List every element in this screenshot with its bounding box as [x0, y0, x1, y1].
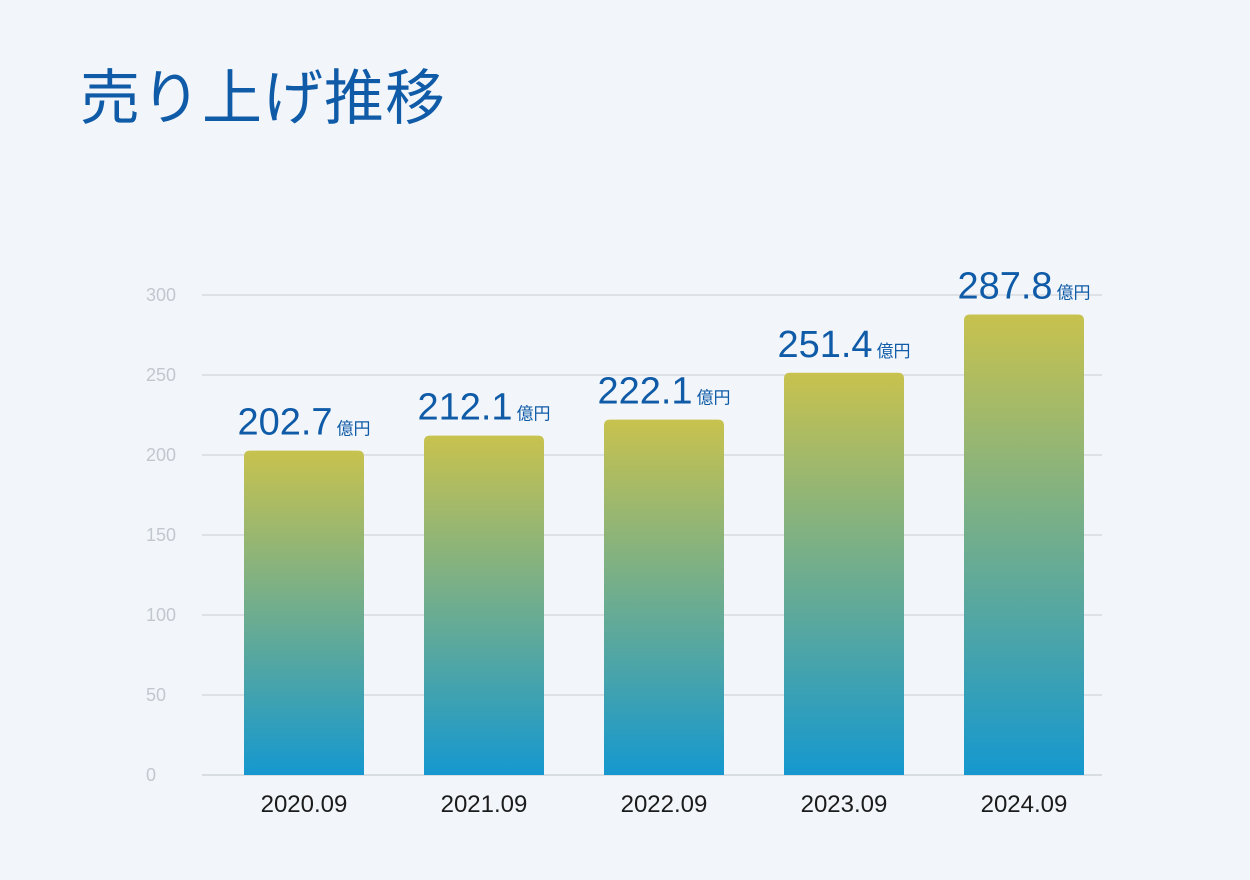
- bar-value-number: 202.7: [237, 402, 332, 444]
- bar-value-unit: 億円: [517, 405, 551, 425]
- bar-value-unit: 億円: [697, 389, 731, 409]
- x-category-label: 2024.09: [981, 791, 1068, 818]
- bar-value-number: 287.8: [957, 266, 1052, 308]
- bar-value-label: 222.1 億円: [597, 371, 730, 413]
- bar: [964, 314, 1084, 775]
- x-category-label: 2023.09: [801, 791, 888, 818]
- bar: [424, 435, 544, 775]
- bar-value-label: 287.8 億円: [957, 266, 1090, 308]
- y-tick-label: 0: [146, 765, 156, 785]
- bar-value-label: 202.7 億円: [237, 402, 370, 444]
- x-category-label: 2020.09: [261, 791, 348, 818]
- bar: [604, 419, 724, 775]
- bar-value-number: 212.1: [417, 387, 512, 429]
- bar: [784, 372, 904, 775]
- bar-value-label: 251.4 億円: [777, 324, 910, 366]
- y-tick-label: 300: [146, 285, 176, 305]
- bar-value-number: 222.1: [597, 371, 692, 413]
- x-category-label: 2022.09: [621, 791, 708, 818]
- bar-value-unit: 億円: [877, 342, 911, 362]
- bar: [244, 450, 364, 775]
- y-tick-label: 250: [146, 365, 176, 385]
- bar-value-unit: 億円: [1057, 284, 1091, 304]
- y-tick-label: 100: [146, 605, 176, 625]
- bar-value-label: 212.1 億円: [417, 387, 550, 429]
- page-title: 売り上げ推移: [80, 64, 446, 134]
- y-tick-label: 150: [146, 525, 176, 545]
- y-tick-label: 200: [146, 445, 176, 465]
- bar-value-unit: 億円: [337, 420, 371, 440]
- y-tick-label: 50: [146, 685, 166, 705]
- x-category-label: 2021.09: [441, 791, 528, 818]
- bar-value-number: 251.4: [777, 324, 872, 366]
